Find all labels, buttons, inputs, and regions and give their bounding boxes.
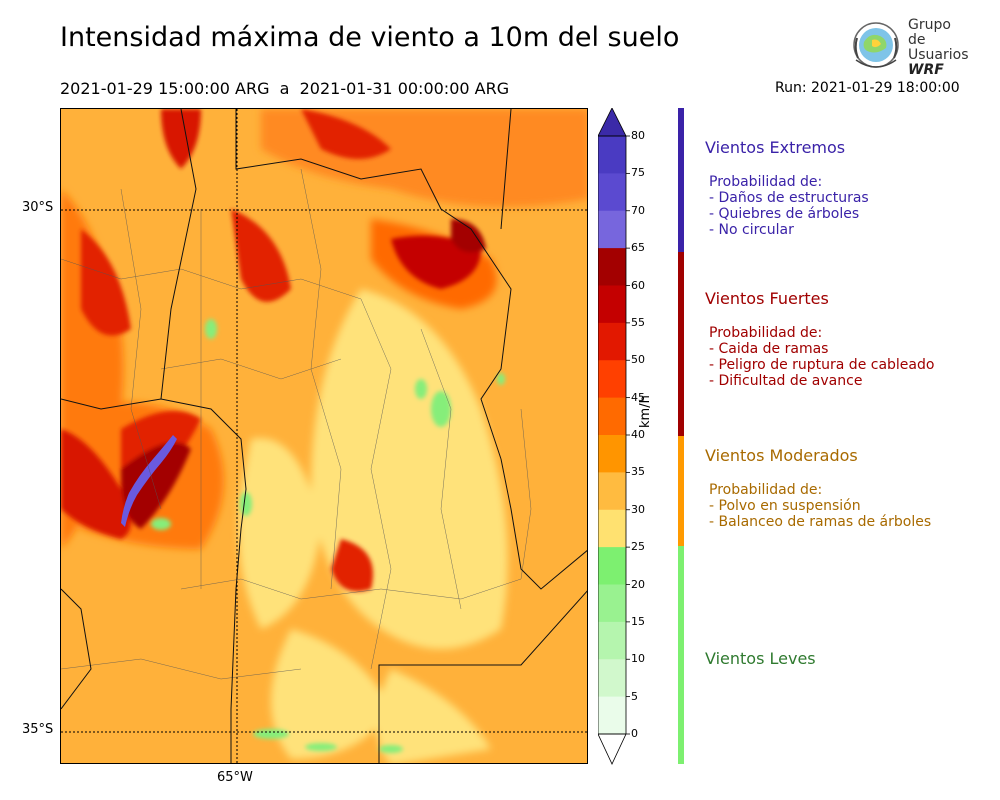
category-description: Probabilidad de: - Polvo en suspensión -…: [709, 482, 932, 530]
category-name: Vientos Extremos: [705, 138, 846, 157]
colorbar-tick-label: 45: [631, 390, 645, 404]
grupo-usuarios-wrf-logo: Grupo de Usuarios WRF: [848, 17, 969, 78]
category-color-bar: [678, 252, 684, 436]
field-darkred-ne: [451, 219, 486, 253]
colorbar-segment: [598, 547, 626, 585]
colorbar-unit: km/h: [638, 395, 653, 428]
lat-label-35s: 35°S: [22, 722, 54, 737]
category-vientos-extremos: Vientos Extremos Probabilidad de: - Daño…: [705, 138, 869, 238]
colorbar-tick-label: 25: [631, 540, 645, 554]
colorbar-segment: [598, 322, 626, 361]
field-extreme-band: [121, 435, 177, 527]
field-light-center: [238, 438, 321, 629]
field-red-andes-west: [61, 429, 131, 539]
colorbar-segment: [598, 210, 626, 249]
colorbar-tick-label: 30: [631, 502, 645, 516]
colorbar-tick-label: 60: [631, 278, 645, 292]
globe-logo-icon: [853, 22, 899, 68]
colorbar-tick-label: 40: [631, 428, 645, 441]
field-light-wind-patches: [151, 319, 505, 753]
logo-text-line2: Usuarios: [908, 47, 969, 63]
lat-label-30s: 30°S: [22, 200, 54, 215]
category-name: Vientos Fuertes: [705, 289, 829, 308]
category-color-bar: [678, 546, 684, 764]
colorbar-segment: [598, 472, 626, 511]
logo-text-line1: Grupo de: [908, 17, 951, 48]
page-title: Intensidad máxima de viento a 10m del su…: [60, 22, 680, 53]
colorbar-segment: [598, 285, 626, 324]
colorbar: [598, 108, 630, 765]
forecast-period: 2021-01-29 15:00:00 ARG a 2021-01-31 00:…: [60, 79, 510, 98]
category-description: Probabilidad de: - Daños de estructuras …: [709, 174, 869, 238]
category-name: Vientos Moderados: [705, 446, 858, 465]
colorbar-tick-label: 35: [631, 465, 645, 479]
category-vientos-fuertes: Vientos Fuertes Probabilidad de: - Caida…: [705, 289, 934, 389]
colorbar-segment: [598, 397, 626, 436]
field-darkred-andes: [121, 442, 191, 529]
colorbar-segment: [598, 360, 626, 399]
field-red-ne-core: [391, 235, 481, 289]
colorbar-tick-label: 20: [631, 577, 645, 591]
colorbar-tick-label: 55: [631, 315, 645, 329]
wind-field-svg: [61, 109, 587, 763]
category-vientos-leves: Vientos Leves: [705, 649, 816, 668]
field-red-north: [161, 109, 201, 169]
logo-text-wrf: WRF: [908, 62, 944, 78]
colorbar-tick-label: 70: [631, 203, 645, 217]
category-color-bar: [678, 108, 684, 252]
field-red-north-center: [301, 109, 391, 159]
colorbar-bottom-arrow: [598, 733, 627, 765]
category-description: Probabilidad de: - Caida de ramas - Peli…: [709, 325, 935, 389]
department-borders: [61, 168, 532, 680]
category-name: Vientos Leves: [705, 649, 816, 668]
colorbar-tick-label: 0: [631, 727, 638, 740]
field-light-south: [271, 629, 391, 759]
colorbar-tick-label: 10: [631, 652, 645, 666]
colorbar-tick-label: 5: [631, 689, 638, 703]
wind-map: [60, 108, 588, 764]
category-color-bar: [678, 436, 684, 546]
colorbar-segment: [598, 584, 626, 623]
colorbar-segment: [598, 621, 626, 660]
colorbar-tick-label: 50: [631, 353, 645, 367]
lon-label-65w: 65°W: [217, 770, 253, 785]
colorbar-tick-label: 80: [631, 129, 645, 142]
colorbar-segment: [598, 136, 626, 174]
field-red-northwest: [81, 229, 131, 336]
field-light-southeast: [376, 669, 491, 763]
run-time: Run: 2021-01-29 18:00:00: [775, 80, 960, 96]
colorbar-tick-label: 15: [631, 614, 645, 628]
field-red-south-spot: [331, 539, 373, 592]
province-borders: [61, 109, 587, 763]
colorbar-segment: [598, 248, 626, 286]
colorbar-segment: [598, 509, 626, 548]
colorbar-segment: [598, 659, 626, 698]
category-vientos-moderados: Vientos Moderados Probabilidad de: - Pol…: [705, 446, 931, 530]
colorbar-segment: [598, 173, 626, 212]
colorbar-segment: [598, 435, 626, 473]
colorbar-tick-label: 65: [631, 241, 645, 255]
field-red-center-north: [231, 209, 291, 302]
colorbar-segment: [598, 696, 626, 735]
colorbar-top-arrow: [598, 108, 627, 137]
colorbar-tick-label: 75: [631, 166, 645, 180]
